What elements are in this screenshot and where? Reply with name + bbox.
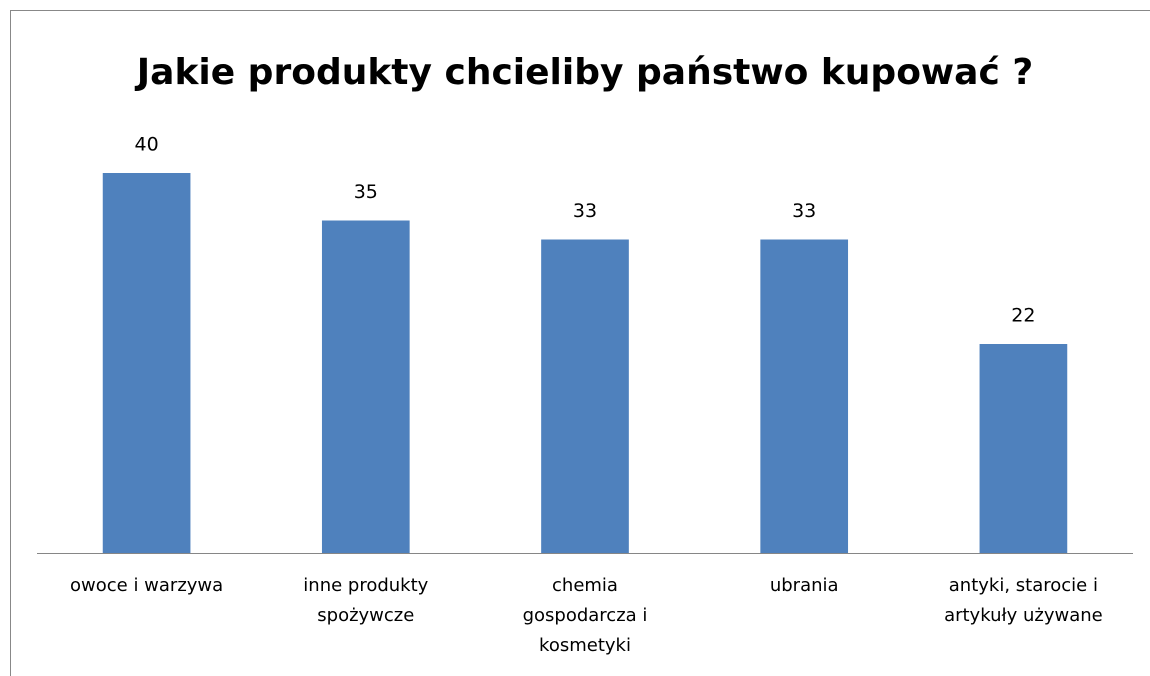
data-label: 35 <box>354 181 378 203</box>
data-label: 33 <box>792 200 816 222</box>
frame <box>10 10 1150 676</box>
bar <box>979 344 1068 553</box>
x-tick-label: inne produkty spożywcze <box>303 575 429 626</box>
bar <box>102 173 191 553</box>
bar <box>760 239 849 553</box>
x-tick-label: chemia gospodarcza i kosmetyki <box>522 575 648 656</box>
x-tick-label: antyki, starocie i artykuły używane <box>944 575 1103 626</box>
x-tick-label: owoce i warzywa <box>70 575 224 596</box>
chart-title: Jakie produkty chcieliby państwo kupować… <box>134 52 1033 93</box>
data-label: 33 <box>573 200 597 222</box>
bar <box>541 239 629 553</box>
data-label: 40 <box>135 134 159 156</box>
x-tick-label: ubrania <box>769 575 839 596</box>
data-label: 22 <box>1011 305 1035 327</box>
bar <box>321 220 410 553</box>
